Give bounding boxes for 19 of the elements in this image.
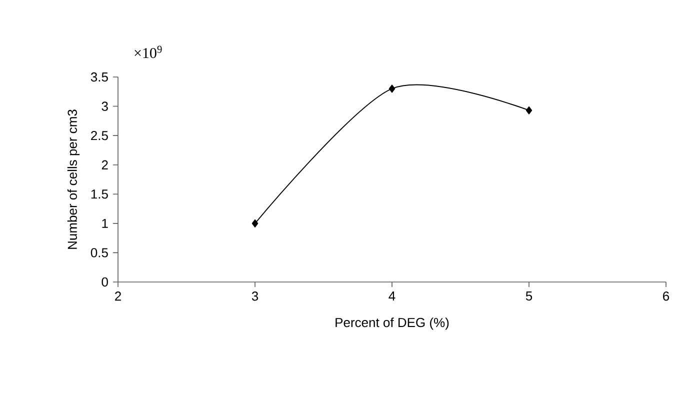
- x-tick-label: 6: [663, 292, 670, 301]
- x-tick-label: 2: [115, 292, 121, 301]
- x-tick-label: 5: [526, 292, 532, 301]
- x-tick-label: 3: [252, 292, 258, 301]
- y-tick-label: 0.5: [90, 248, 108, 258]
- y-tick-label: 2.5: [91, 130, 108, 140]
- y-tick-label: 1: [102, 218, 108, 228]
- y-axis-title: Number of cells per cm3: [67, 110, 80, 249]
- point: [388, 84, 396, 93]
- y-tick-label: 0: [102, 277, 108, 287]
- x-axis-title: Percent of DEG (%): [336, 318, 449, 330]
- point: [526, 106, 532, 114]
- y-tick-label: 2: [102, 160, 108, 170]
- text: ×10$^{9}$: [134, 46, 162, 58]
- y-tick-label: 3.5: [90, 72, 108, 82]
- y-tick-label: 3: [102, 102, 108, 111]
- y-tick-label: 1.5: [91, 190, 108, 199]
- point: [252, 219, 258, 228]
- x-tick-label: 4: [388, 292, 396, 300]
